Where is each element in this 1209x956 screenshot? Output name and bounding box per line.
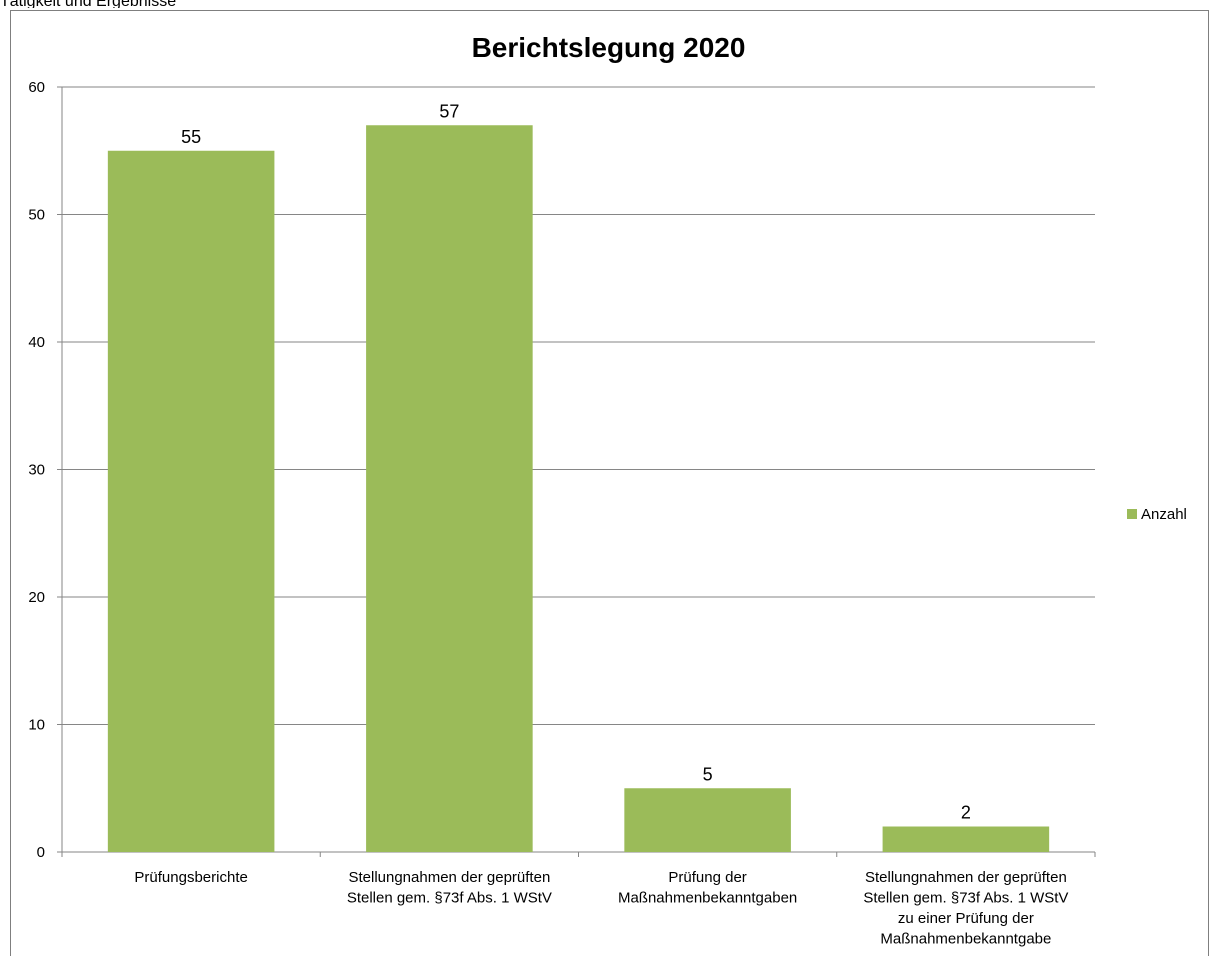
page-header-text: Tätigkeit und Ergebnisse	[0, 0, 400, 8]
y-tick-label-20: 20	[28, 589, 45, 606]
y-tick-label-0: 0	[37, 844, 45, 861]
legend-swatch	[1127, 509, 1137, 519]
data-label-2: 57	[439, 101, 459, 121]
category-label-2: Stellungnahmen der geprüften Stellen gem.…	[347, 869, 552, 907]
category-label-3: Prüfung der Maßnahmenbekanntgaben	[618, 869, 797, 907]
legend: Anzahl	[1127, 506, 1187, 523]
category-labels: Prüfungsberichte Stellungnahmen der geprü…	[61, 852, 1096, 948]
data-label-3: 5	[703, 764, 713, 784]
y-tick-label-10: 10	[28, 717, 45, 734]
y-tick-label-40: 40	[28, 334, 45, 351]
category-label-1: Prüfungsberichte	[134, 869, 247, 886]
bar-1	[107, 150, 275, 852]
bars	[107, 125, 1050, 852]
data-label-4: 2	[961, 803, 971, 823]
category-label-4: Stellungnahmen der geprüften Stellen gem.…	[863, 869, 1068, 948]
y-tick-label-50: 50	[28, 207, 45, 224]
legend-label: Anzahl	[1141, 506, 1187, 523]
chart-title: Berichtslegung 2020	[472, 32, 746, 63]
bar-4	[882, 826, 1050, 852]
data-label-1: 55	[181, 127, 201, 147]
y-tick-label-30: 30	[28, 462, 45, 479]
bar-3	[624, 788, 791, 852]
bar-2	[366, 125, 533, 852]
y-tick-label-60: 60	[28, 79, 45, 96]
y-axis-ticks: 0 10 20 30 40 50 60	[28, 79, 62, 861]
data-labels: 55 57 5 2	[181, 101, 971, 822]
